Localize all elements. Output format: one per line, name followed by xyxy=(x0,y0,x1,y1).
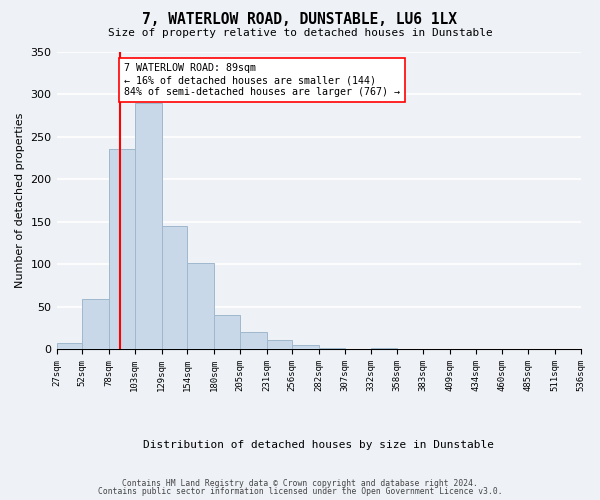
Bar xyxy=(555,348,581,350)
Bar xyxy=(161,226,187,350)
Bar xyxy=(135,104,161,350)
Bar xyxy=(371,348,397,350)
Text: Contains HM Land Registry data © Crown copyright and database right 2024.: Contains HM Land Registry data © Crown c… xyxy=(122,478,478,488)
Bar xyxy=(266,340,292,349)
Bar xyxy=(109,148,135,350)
Text: 7 WATERLOW ROAD: 89sqm
← 16% of detached houses are smaller (144)
84% of semi-de: 7 WATERLOW ROAD: 89sqm ← 16% of detached… xyxy=(124,64,400,96)
X-axis label: Distribution of detached houses by size in Dunstable: Distribution of detached houses by size … xyxy=(143,440,494,450)
Text: 7, WATERLOW ROAD, DUNSTABLE, LU6 1LX: 7, WATERLOW ROAD, DUNSTABLE, LU6 1LX xyxy=(143,12,458,28)
Text: Size of property relative to detached houses in Dunstable: Size of property relative to detached ho… xyxy=(107,28,493,38)
Bar xyxy=(240,332,266,349)
Bar xyxy=(56,342,82,349)
Text: Contains public sector information licensed under the Open Government Licence v3: Contains public sector information licen… xyxy=(98,487,502,496)
Bar xyxy=(397,348,423,350)
Y-axis label: Number of detached properties: Number of detached properties xyxy=(15,113,25,288)
Bar xyxy=(214,316,240,350)
Bar xyxy=(319,348,345,350)
Bar xyxy=(82,299,109,350)
Bar xyxy=(187,264,214,350)
Bar xyxy=(292,345,319,350)
